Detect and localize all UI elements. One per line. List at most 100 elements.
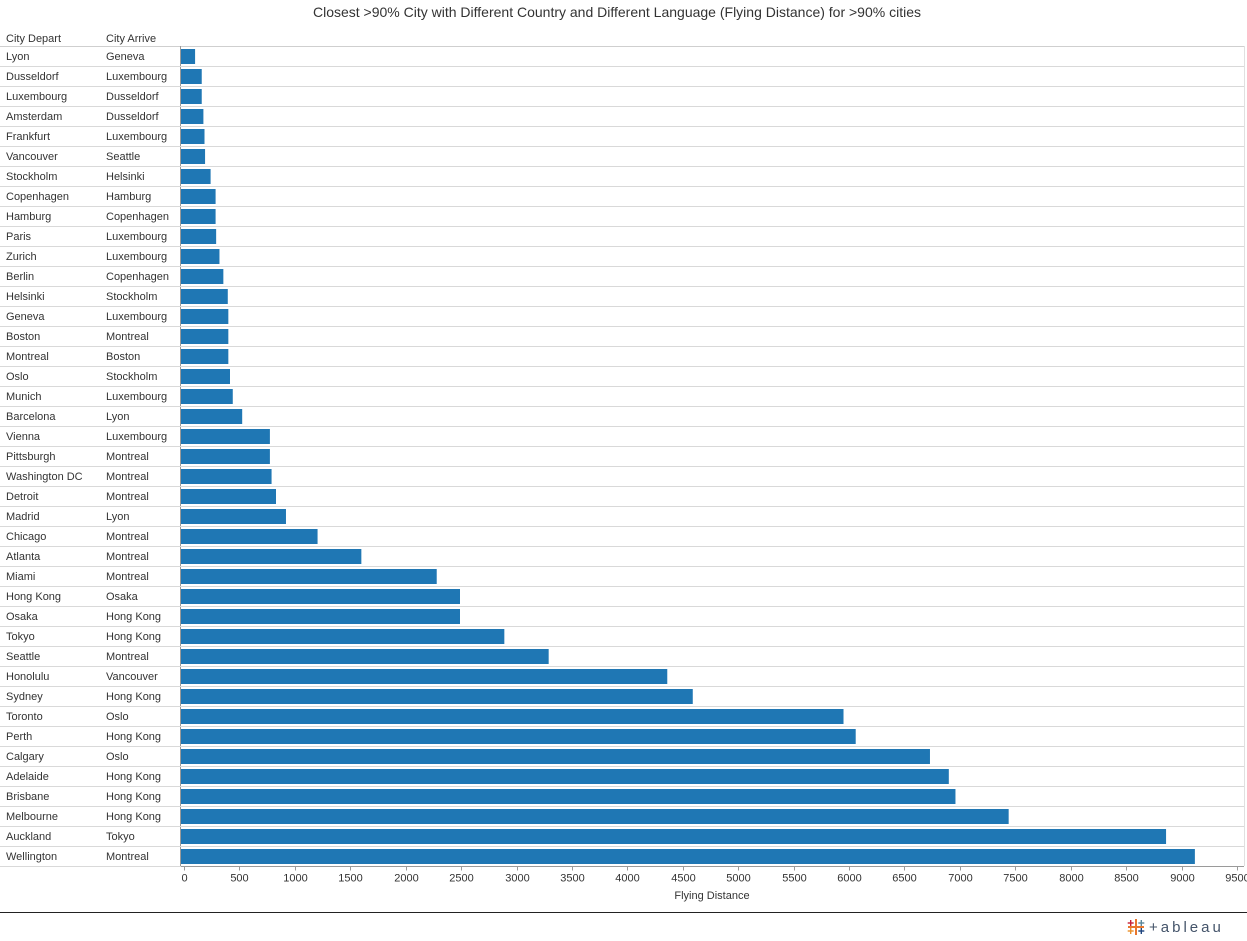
bar[interactable] xyxy=(181,729,856,744)
arrive-label: Copenhagen xyxy=(106,211,169,223)
bar[interactable] xyxy=(181,629,505,644)
depart-label: Pittsburgh xyxy=(6,451,56,463)
x-tick-label: 2500 xyxy=(449,873,473,885)
depart-label: Perth xyxy=(6,731,32,743)
bar[interactable] xyxy=(181,569,437,584)
depart-label: Chicago xyxy=(6,531,46,543)
bar[interactable] xyxy=(181,309,229,324)
arrive-label: Hong Kong xyxy=(106,811,161,823)
bar[interactable] xyxy=(181,109,204,124)
depart-label: Paris xyxy=(6,231,32,243)
bar[interactable] xyxy=(181,249,220,264)
bar[interactable] xyxy=(181,149,206,164)
arrive-label: Tokyo xyxy=(106,831,135,843)
depart-label: Wellington xyxy=(6,851,57,863)
column-header-city-depart[interactable]: City Depart xyxy=(6,33,62,45)
x-tick-label: 1500 xyxy=(338,873,362,885)
depart-label: Frankfurt xyxy=(6,131,50,143)
depart-label: Brisbane xyxy=(6,791,49,803)
row-separators xyxy=(0,46,1245,867)
bar[interactable] xyxy=(181,329,229,344)
bar[interactable] xyxy=(181,749,930,764)
depart-label: Munich xyxy=(6,391,41,403)
bar[interactable] xyxy=(181,829,1167,844)
x-tick-label: 9500 xyxy=(1225,873,1247,885)
arrive-label: Luxembourg xyxy=(106,131,167,143)
arrive-label: Montreal xyxy=(106,571,149,583)
bar[interactable] xyxy=(181,449,270,464)
bar[interactable] xyxy=(181,709,844,724)
x-tick-label: 4000 xyxy=(615,873,639,885)
bar[interactable] xyxy=(181,689,693,704)
bar[interactable] xyxy=(181,69,202,84)
depart-label: Honolulu xyxy=(6,671,49,683)
depart-label: Montreal xyxy=(6,351,49,363)
bar[interactable] xyxy=(181,669,668,684)
bar[interactable] xyxy=(181,589,460,604)
arrive-label: Lyon xyxy=(106,411,129,423)
depart-label: Adelaide xyxy=(6,771,49,783)
bar[interactable] xyxy=(181,369,230,384)
arrive-label: Luxembourg xyxy=(106,431,167,443)
tableau-logo[interactable]: +ableau xyxy=(1126,917,1224,937)
arrive-label: Geneva xyxy=(106,51,145,63)
x-tick-label: 4500 xyxy=(671,873,695,885)
bar[interactable] xyxy=(181,209,216,224)
bar[interactable] xyxy=(181,289,228,304)
arrive-label: Lyon xyxy=(106,511,129,523)
bar[interactable] xyxy=(181,609,460,624)
arrive-label: Montreal xyxy=(106,471,149,483)
arrive-label: Montreal xyxy=(106,451,149,463)
bar[interactable] xyxy=(181,489,276,504)
bar[interactable] xyxy=(181,49,196,64)
depart-label: Vienna xyxy=(6,431,41,443)
x-tick-label: 6000 xyxy=(837,873,861,885)
bar[interactable] xyxy=(181,409,243,424)
bar[interactable] xyxy=(181,849,1195,864)
depart-label: Melbourne xyxy=(6,811,58,823)
bar[interactable] xyxy=(181,269,224,284)
bar[interactable] xyxy=(181,229,217,244)
arrive-label: Luxembourg xyxy=(106,231,167,243)
bar[interactable] xyxy=(181,469,272,484)
bar[interactable] xyxy=(181,349,229,364)
bar[interactable] xyxy=(181,769,949,784)
bar[interactable] xyxy=(181,389,233,404)
bar[interactable] xyxy=(181,189,216,204)
bar[interactable] xyxy=(181,649,549,664)
arrive-label: Stockholm xyxy=(106,291,157,303)
column-header-city-arrive[interactable]: City Arrive xyxy=(106,33,157,45)
arrive-label: Boston xyxy=(106,351,140,363)
arrive-label: Hamburg xyxy=(106,191,151,203)
bar[interactable] xyxy=(181,429,270,444)
arrive-label: Hong Kong xyxy=(106,631,161,643)
arrive-label: Oslo xyxy=(106,751,129,763)
bar[interactable] xyxy=(181,529,318,544)
x-tick-label: 7000 xyxy=(948,873,972,885)
arrive-label: Montreal xyxy=(106,331,149,343)
x-tick-label: 0 xyxy=(181,873,187,885)
bar[interactable] xyxy=(181,129,205,144)
depart-label: Tokyo xyxy=(6,631,35,643)
depart-label: Oslo xyxy=(6,371,29,383)
bar[interactable] xyxy=(181,809,1009,824)
arrive-label: Hong Kong xyxy=(106,731,161,743)
depart-label: Sydney xyxy=(6,691,43,703)
arrive-label: Seattle xyxy=(106,151,140,163)
bar[interactable] xyxy=(181,509,286,524)
depart-label: Washington DC xyxy=(6,471,83,483)
bar[interactable] xyxy=(181,789,956,804)
depart-label: Detroit xyxy=(6,491,38,503)
depart-label: Dusseldorf xyxy=(6,71,60,83)
depart-label: Berlin xyxy=(6,271,34,283)
bar[interactable] xyxy=(181,169,211,184)
bar[interactable] xyxy=(181,549,362,564)
row-labels: Lyon Geneva Dusseldorf Luxembourg Luxembourg… xyxy=(6,51,169,863)
depart-label: Calgary xyxy=(6,751,44,763)
bar[interactable] xyxy=(181,89,202,104)
x-tick-label: 5000 xyxy=(726,873,750,885)
depart-label: Hong Kong xyxy=(6,591,61,603)
x-tick-label: 9000 xyxy=(1170,873,1194,885)
depart-label: Boston xyxy=(6,331,40,343)
arrive-label: Montreal xyxy=(106,851,149,863)
